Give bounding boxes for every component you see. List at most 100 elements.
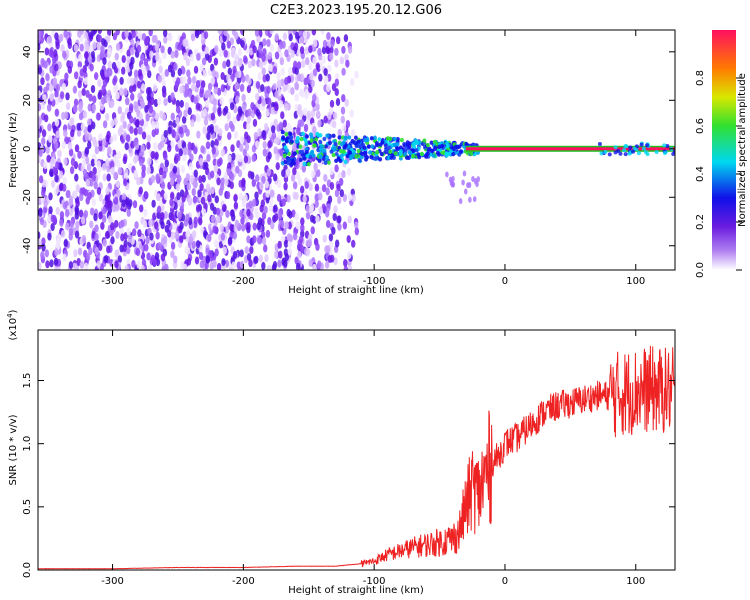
heatmap-cell [102, 120, 108, 129]
heatmap-cell [144, 243, 149, 252]
heatmap-cell [98, 133, 103, 142]
heatmap-cell [294, 212, 299, 221]
heatmap-cell [288, 33, 293, 42]
heatmap-cell [38, 231, 41, 240]
heatmap-cell [257, 72, 262, 81]
heatmap-cell [265, 73, 270, 82]
heatmap-cell [347, 215, 352, 224]
heatmap-cell [40, 101, 46, 110]
heatmap-cell [110, 222, 115, 231]
heatmap-cell [107, 60, 112, 69]
heatmap-cell [196, 130, 201, 139]
heatmap-cell [102, 238, 107, 247]
heatmap-cell [342, 193, 348, 202]
heatmap-cell [132, 83, 137, 92]
heatmap-cell [209, 123, 214, 132]
heatmap-cell [227, 236, 233, 245]
heatmap-cell [346, 235, 351, 244]
heatmap-cell [468, 196, 472, 203]
heatmap-cell [106, 245, 111, 254]
snr-y-tick-label: 0.0 [22, 562, 33, 578]
heatmap-cell [177, 42, 182, 51]
heatmap-cell [43, 114, 49, 123]
heatmap-cell [77, 150, 82, 159]
heatmap-cell [309, 138, 314, 143]
heatmap-cell [334, 158, 339, 164]
heatmap-y-tick-label: 0 [22, 146, 33, 152]
heatmap-cell [308, 62, 313, 71]
heatmap-cell [296, 61, 302, 70]
heatmap-cell [229, 181, 234, 190]
heatmap-cell [113, 154, 118, 163]
heatmap-cell [83, 209, 89, 218]
heatmap-cell [105, 186, 110, 195]
heatmap-cell [276, 72, 281, 81]
heatmap-cell [350, 138, 355, 144]
colorbar-tick-label: 0.0 [695, 262, 706, 278]
heatmap-cell [174, 230, 179, 239]
heatmap-cell [286, 194, 291, 203]
heatmap-cell [445, 143, 450, 149]
heatmap-cell [201, 174, 206, 183]
heatmap-cell [154, 127, 160, 136]
heatmap-cell [211, 69, 217, 78]
heatmap-cell [267, 264, 272, 270]
heatmap-cell [128, 234, 133, 243]
heatmap-cell [100, 221, 105, 230]
heatmap-cell [283, 159, 288, 165]
heatmap-cell [210, 215, 216, 224]
heatmap-cell [153, 99, 159, 108]
heatmap-cell [146, 134, 152, 143]
heatmap-cell [337, 145, 342, 151]
snr-scale-exponent: 4 [6, 313, 14, 318]
heatmap-cell [332, 111, 338, 120]
heatmap-cell [338, 149, 343, 154]
heatmap-cell [98, 193, 103, 202]
heatmap-cell [164, 263, 169, 270]
heatmap-cell [97, 30, 102, 35]
heatmap-cell [49, 259, 54, 268]
heatmap-cell [94, 246, 99, 255]
heatmap-cell [70, 129, 75, 138]
heatmap-cell [243, 155, 249, 164]
heatmap-cell [213, 86, 218, 95]
heatmap-cell [50, 223, 55, 232]
snr-y-label: SNR (10 * v/v) [8, 414, 19, 485]
heatmap-cell [408, 150, 413, 155]
heatmap-cell [222, 60, 227, 69]
heatmap-cell [297, 177, 303, 186]
heatmap-y-tick-label: -40 [22, 238, 33, 254]
heatmap-cell [54, 118, 60, 127]
heatmap-cell [164, 68, 170, 77]
heatmap-cell [258, 60, 264, 69]
heatmap-cell [58, 170, 64, 179]
heatmap-cell [96, 112, 101, 121]
heatmap-cell [283, 259, 288, 268]
heatmap-cell [83, 77, 89, 86]
heatmap-cell [277, 240, 282, 249]
heatmap-cell [318, 192, 323, 201]
heatmap-cell [334, 152, 339, 157]
heatmap-cell [170, 92, 175, 101]
heatmap-cell [213, 57, 219, 66]
heatmap-cell [303, 123, 309, 132]
heatmap-cell [96, 42, 102, 51]
heatmap-cell [175, 105, 181, 114]
heatmap-cell [275, 136, 280, 145]
heatmap-cell [203, 202, 208, 211]
heatmap-cell [137, 229, 142, 238]
heatmap-cell [263, 205, 268, 214]
heatmap-cell [324, 245, 329, 254]
heatmap-cell [220, 232, 226, 241]
heatmap-cell [209, 202, 215, 211]
heatmap-cell [236, 113, 241, 122]
heatmap-cell [235, 165, 240, 174]
heatmap-cell [186, 69, 191, 78]
heatmap-cell [78, 53, 83, 62]
heatmap-cell [177, 68, 182, 77]
heatmap-cell [136, 177, 141, 186]
heatmap-cell [266, 39, 271, 48]
heatmap-cell [446, 151, 451, 156]
heatmap-cell [101, 96, 106, 105]
heatmap-cell [176, 192, 181, 201]
